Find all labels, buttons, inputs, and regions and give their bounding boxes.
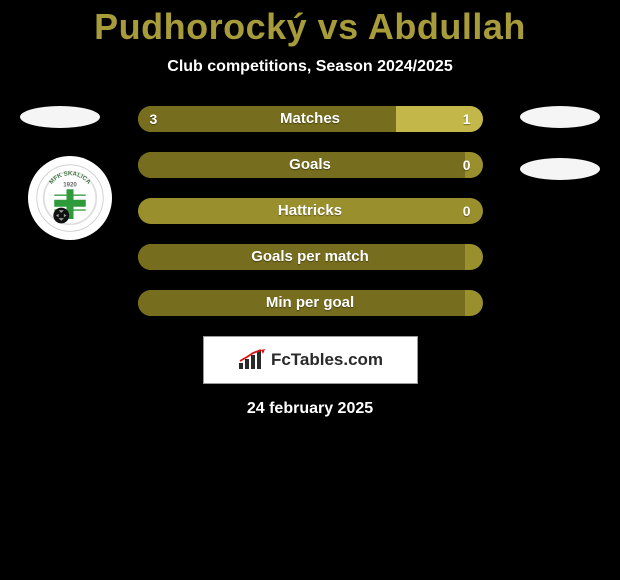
- stat-label: Hattricks: [138, 198, 483, 224]
- page-title: Pudhorocký vs Abdullah: [0, 0, 620, 48]
- stat-value-right: 1: [463, 106, 471, 132]
- stat-label: Goals per match: [138, 244, 483, 270]
- stat-row-min-per-goal: Min per goal: [138, 290, 483, 316]
- club-logo-svg: MFK SKALICA 1920: [35, 163, 105, 233]
- club-logo: MFK SKALICA 1920: [28, 156, 112, 240]
- player-badge-left: [20, 106, 100, 128]
- player-badge-right-2: [520, 158, 600, 180]
- stat-label: Goals: [138, 152, 483, 178]
- stat-label: Matches: [138, 106, 483, 132]
- stat-label: Min per goal: [138, 290, 483, 316]
- stat-row-goals: Goals 0: [138, 152, 483, 178]
- stats-area: MFK SKALICA 1920 3 Matches 1 Goals 0: [0, 106, 620, 418]
- page-subtitle: Club competitions, Season 2024/2025: [0, 58, 620, 76]
- club-logo-year: 1920: [63, 182, 77, 189]
- footer-date: 24 february 2025: [0, 400, 620, 418]
- stat-row-goals-per-match: Goals per match: [138, 244, 483, 270]
- stat-row-hattricks: Hattricks 0: [138, 198, 483, 224]
- brand-box[interactable]: FcTables.com: [203, 336, 418, 384]
- stat-value-right: 0: [463, 152, 471, 178]
- stat-rows: 3 Matches 1 Goals 0 Hattricks 0 Goals pe…: [138, 106, 483, 316]
- brand-name: FcTables.com: [271, 350, 383, 370]
- brand-bars-icon: [237, 349, 267, 371]
- brand-logo: FcTables.com: [237, 349, 383, 371]
- player-badge-right-1: [520, 106, 600, 128]
- stat-value-right: 0: [463, 198, 471, 224]
- stat-row-matches: 3 Matches 1: [138, 106, 483, 132]
